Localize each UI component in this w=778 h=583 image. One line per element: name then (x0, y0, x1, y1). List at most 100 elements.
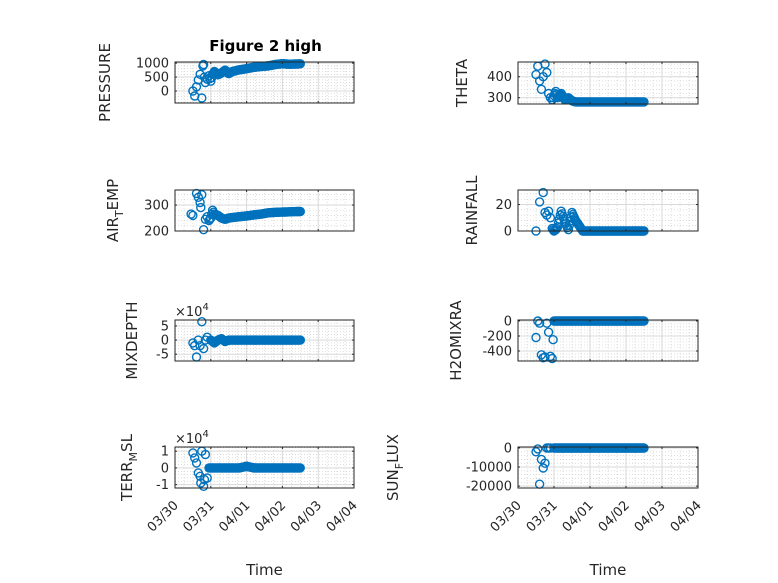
data-point (198, 224, 209, 235)
x-axis-label: Time (245, 561, 283, 579)
axes-box (174, 61, 355, 104)
y-axis-label: TERRMSL (118, 433, 140, 502)
data-point (198, 481, 209, 491)
y-tick-label: 0 (504, 225, 512, 240)
y-axis-label-rest: LUX (384, 434, 402, 463)
data-point (564, 220, 574, 231)
y-axis-label-subscript: F (393, 463, 406, 469)
y-tick-label: -200 (482, 329, 512, 344)
x-tick-label: 04/04 (668, 498, 705, 535)
data-point (191, 82, 202, 92)
data-point (538, 463, 548, 473)
x-tick-label: 03/30 (488, 498, 525, 535)
y-axis-label-subscript: M (127, 452, 140, 462)
data-point (563, 224, 574, 235)
subplot-theta: 300 400 THETA (453, 58, 699, 108)
x-axis-label: Time (589, 561, 627, 579)
subplot-sun_flux: -20000 -10000 0 03/3003/3104/0104/0204/0304… (384, 434, 705, 579)
data-point (639, 443, 649, 453)
y-axis-label: SUNFLUX (384, 434, 406, 501)
data-point (639, 316, 649, 326)
y-axis-label: AIRTEMP (104, 179, 126, 242)
axes-box (517, 189, 699, 232)
y-axis-label-rest: EMP (104, 179, 122, 210)
data-point (295, 59, 305, 69)
y-tick-label: 0 (161, 461, 169, 476)
y-tick-label: 1000 (136, 57, 169, 72)
y-axis-label-subscript: T (113, 210, 126, 218)
x-tick-label: 03/31 (181, 498, 218, 535)
y-tick-label: -10000 (466, 461, 512, 476)
y-tick-label: 0 (161, 85, 169, 100)
x-tick-label: 03/30 (145, 498, 182, 535)
y-tick-label: 300 (487, 91, 512, 106)
data-point (197, 189, 207, 200)
y-axis-label: MIXDEPTH (123, 301, 141, 379)
data-point (540, 59, 550, 69)
x-tick-label: 04/02 (596, 498, 633, 535)
data-point (202, 473, 212, 483)
data-point (197, 93, 207, 103)
axes-box (517, 319, 699, 362)
exponent-label: ×104 (175, 302, 209, 320)
data-point (200, 449, 211, 460)
data-point (534, 197, 545, 207)
data-point (542, 67, 552, 78)
data-point (295, 206, 305, 217)
data-point (536, 84, 547, 95)
subplot-air_temp: 200 300 AIRTEMP (104, 179, 355, 242)
data-point (193, 335, 204, 345)
data-point (186, 209, 196, 219)
data-point (533, 316, 543, 326)
y-tick-label: -1 (156, 478, 169, 493)
y-tick-label: 0 (504, 314, 512, 329)
y-tick-label: 500 (144, 71, 169, 86)
data-point (552, 223, 562, 234)
data-point (531, 332, 541, 343)
x-tick-label: 04/03 (632, 498, 669, 535)
data-point (540, 458, 550, 468)
data-point (538, 187, 548, 198)
data-point (639, 97, 649, 107)
y-tick-label: 0 (504, 441, 512, 456)
x-tick-label: 04/01 (216, 498, 253, 535)
data-point (543, 327, 554, 337)
y-tick-label: -20000 (466, 480, 512, 495)
data-point (191, 458, 202, 468)
y-tick-label: 300 (144, 199, 169, 214)
data-point (189, 453, 200, 463)
data-point (547, 353, 557, 364)
x-tick-label: 04/01 (560, 498, 597, 535)
subplot-rainfall: 0 20 RAINFALL (463, 175, 699, 246)
subplot-h2omixra: -400-2000 H2OMIXRA (447, 300, 699, 381)
exponent-power: 4 (202, 429, 208, 440)
data-point (533, 444, 543, 454)
exponent-label: ×104 (175, 429, 209, 447)
exponent-power: 4 (202, 302, 208, 313)
data-point (295, 335, 305, 345)
y-axis-label: THETA (453, 58, 471, 108)
y-axis-label: PRESSURE (96, 43, 114, 122)
data-point (543, 206, 554, 216)
data-point (295, 463, 305, 473)
data-point (188, 210, 198, 221)
y-axis-label-rest: SL (118, 433, 136, 452)
subplot-mixdepth: -505 ×104 MIXDEPTH (123, 301, 355, 380)
y-tick-label: -400 (482, 345, 512, 360)
y-tick-label: 200 (144, 225, 169, 240)
plot-title: Figure 2 high (209, 37, 322, 55)
x-tick-label: 04/03 (288, 498, 325, 535)
data-point (545, 351, 556, 361)
x-tick-label: 04/04 (324, 498, 361, 535)
data-point (545, 213, 556, 223)
y-axis-label: RAINFALL (463, 175, 481, 246)
data-point (188, 448, 198, 458)
axes-box (174, 189, 355, 232)
data-point (196, 202, 206, 213)
x-tick-label: 04/02 (252, 498, 289, 535)
y-tick-label: 1 (161, 445, 169, 460)
y-tick-label: 20 (495, 198, 512, 213)
